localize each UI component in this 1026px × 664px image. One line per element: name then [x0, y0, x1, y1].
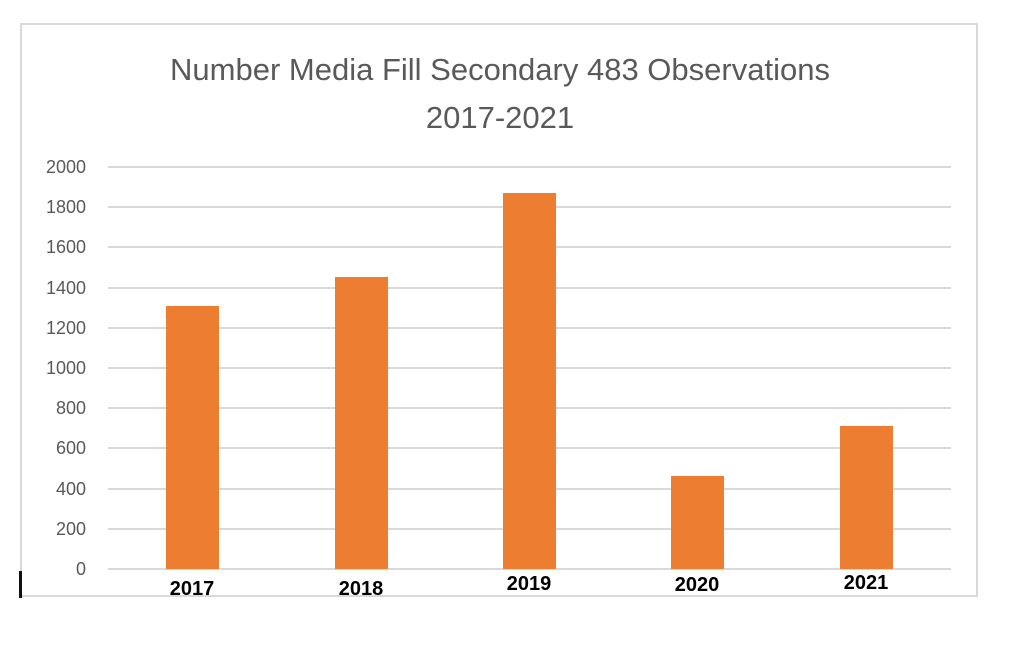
- x-axis-line: [108, 568, 951, 570]
- x-tick-label: 2017: [169, 578, 215, 600]
- chart-title-line2: 2017-2021: [425, 100, 575, 135]
- y-tick-label: 0: [75, 559, 86, 579]
- bar-2021: [840, 426, 893, 569]
- y-tick-label: 600: [55, 438, 86, 458]
- bar-2019: [503, 193, 556, 569]
- y-tick-label: 1600: [45, 237, 86, 257]
- chart-title-line1: Number Media Fill Secondary 483 Observat…: [170, 52, 830, 87]
- bar-2017: [166, 306, 219, 569]
- y-tick-label: 1800: [45, 197, 86, 217]
- x-tick-label: 2021: [843, 572, 889, 594]
- y-tick-label: 800: [55, 398, 86, 418]
- gridline: [108, 166, 951, 168]
- text-cursor: [19, 571, 22, 598]
- y-tick-label: 1200: [45, 318, 86, 338]
- chart-title: Number Media Fill Secondary 483 Observat…: [0, 46, 1000, 142]
- x-tick-label: 2020: [674, 574, 720, 596]
- y-tick-label: 1000: [45, 358, 86, 378]
- x-tick-label: 2018: [338, 578, 384, 600]
- y-tick-label: 1400: [45, 278, 86, 298]
- bar-2018: [335, 277, 388, 569]
- y-tick-label: 2000: [45, 157, 86, 177]
- y-tick-label: 400: [55, 479, 86, 499]
- x-tick-label: 2019: [506, 573, 552, 595]
- y-tick-label: 200: [55, 519, 86, 539]
- bar-2020: [671, 476, 724, 569]
